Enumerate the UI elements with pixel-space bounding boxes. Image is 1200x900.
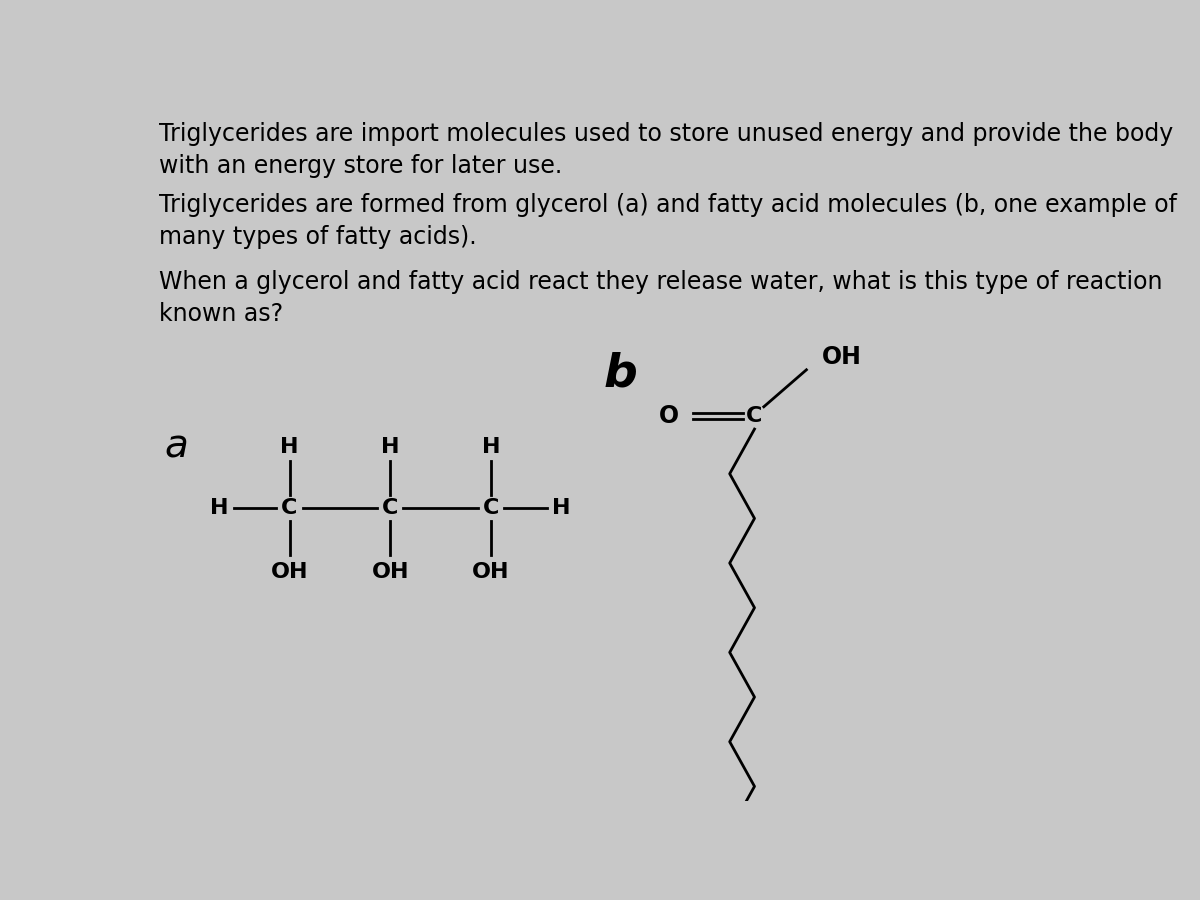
Text: C: C	[746, 406, 763, 426]
Text: O: O	[659, 404, 678, 428]
Text: C: C	[482, 499, 499, 518]
Text: C: C	[281, 499, 298, 518]
Text: C: C	[382, 499, 398, 518]
Text: b: b	[604, 351, 637, 396]
Text: Triglycerides are import molecules used to store unused energy and provide the b: Triglycerides are import molecules used …	[160, 122, 1174, 178]
Text: H: H	[481, 436, 500, 457]
Text: H: H	[382, 436, 400, 457]
Text: a: a	[164, 428, 188, 466]
Text: H: H	[210, 499, 229, 518]
Text: OH: OH	[822, 345, 862, 369]
Text: OH: OH	[372, 562, 409, 581]
Text: H: H	[281, 436, 299, 457]
Text: Triglycerides are formed from glycerol (a) and fatty acid molecules (b, one exam: Triglycerides are formed from glycerol (…	[160, 193, 1177, 249]
Text: OH: OH	[473, 562, 510, 581]
Text: When a glycerol and fatty acid react they release water, what is this type of re: When a glycerol and fatty acid react the…	[160, 270, 1163, 326]
Text: OH: OH	[271, 562, 308, 581]
Text: H: H	[552, 499, 570, 518]
